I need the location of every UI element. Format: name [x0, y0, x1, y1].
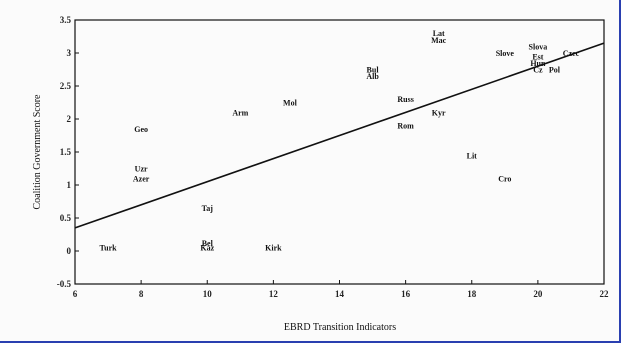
- data-point-pol: Pol: [549, 66, 561, 75]
- data-point-slove: Slove: [496, 49, 515, 58]
- x-tick-label: 16: [401, 289, 411, 299]
- x-tick-label: 14: [335, 289, 345, 299]
- data-point-kirk: Kirk: [265, 244, 282, 253]
- y-tick-label: -0.5: [57, 279, 72, 289]
- x-axis-title: EBRD Transition Indicators: [284, 322, 396, 333]
- y-tick-label: 2: [67, 114, 72, 124]
- y-axis-title: Coalition Government Score: [32, 94, 43, 210]
- data-point-czec: Czec: [563, 49, 580, 58]
- data-point-est: Est: [532, 52, 543, 61]
- y-tick-label: 3.5: [60, 15, 72, 25]
- x-tick-label: 8: [139, 289, 144, 299]
- x-tick-label: 18: [467, 289, 477, 299]
- y-tick-label: 1.5: [60, 147, 72, 157]
- data-point-arm: Arm: [232, 108, 248, 117]
- data-point-bel: Bel: [202, 239, 214, 248]
- data-point-hun: Hun: [530, 59, 546, 68]
- data-point-uzr: Uzr: [135, 165, 148, 174]
- data-point-taj: Taj: [202, 204, 214, 213]
- y-tick-label: 2.5: [60, 81, 72, 91]
- x-tick-label: 10: [203, 289, 213, 299]
- y-tick-label: 0: [67, 246, 72, 256]
- data-point-russ: Russ: [397, 95, 413, 104]
- data-point-slova: Slova: [529, 42, 548, 51]
- y-tick-label: 1: [67, 180, 72, 190]
- data-point-lat: Lat: [433, 29, 445, 38]
- data-point-kaz: Kaz: [200, 244, 214, 253]
- plot-area: [74, 19, 605, 285]
- y-tick-label: 0.5: [60, 213, 72, 223]
- data-point-cro: Cro: [498, 174, 511, 183]
- data-point-kyr: Kyr: [432, 108, 446, 117]
- data-point-geo: Geo: [134, 125, 148, 134]
- x-tick-label: 12: [269, 289, 279, 299]
- x-tick-label: 6: [73, 289, 78, 299]
- data-point-bul: Bul: [367, 66, 380, 75]
- data-point-lit: Lit: [467, 151, 478, 160]
- data-point-mol: Mol: [283, 99, 298, 108]
- y-tick-label: 3: [67, 48, 72, 58]
- x-tick-label: 20: [533, 289, 543, 299]
- data-point-alb: Alb: [366, 72, 379, 81]
- data-point-azer: Azer: [133, 174, 150, 183]
- data-point-cz: Cz: [533, 66, 543, 75]
- x-tick-label: 22: [600, 289, 610, 299]
- data-point-turk: Turk: [100, 244, 118, 253]
- data-point-mac: Mac: [431, 36, 447, 45]
- data-point-rom: Rom: [397, 122, 414, 131]
- trend-line: [74, 42, 605, 229]
